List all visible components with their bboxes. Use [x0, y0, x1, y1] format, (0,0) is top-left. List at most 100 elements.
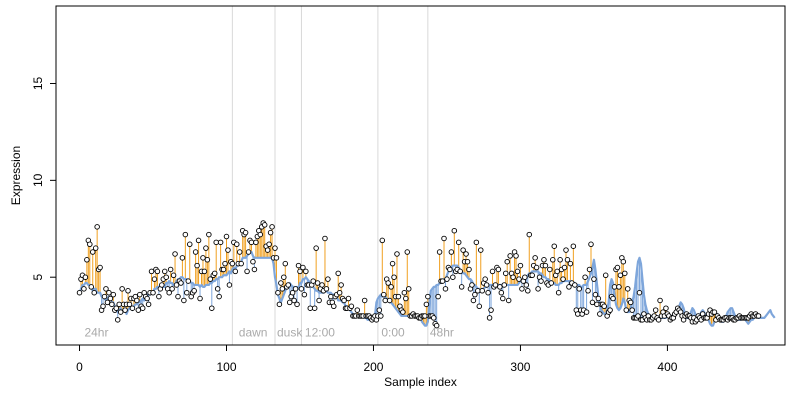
- data-point: [195, 237, 202, 244]
- data-point: [388, 284, 394, 290]
- data-point: [591, 276, 597, 282]
- data-point: [510, 274, 516, 280]
- data-point: [655, 317, 662, 323]
- phase-annotations: 24hr dawn dusk 12:00 0:00 48hr: [84, 325, 453, 339]
- data-point: [192, 249, 199, 255]
- data-point: [525, 288, 531, 294]
- data-point: [150, 289, 156, 296]
- phase-label: 48hr: [430, 325, 454, 339]
- data-point: [564, 257, 571, 263]
- data-point: [455, 239, 462, 246]
- data-point: [458, 284, 465, 290]
- data-point: [597, 311, 603, 317]
- data-point: [303, 268, 309, 275]
- data-point: [486, 315, 493, 321]
- data-point: [139, 305, 146, 311]
- data-point: [106, 289, 112, 296]
- data-point: [217, 239, 224, 246]
- data-point: [386, 297, 393, 304]
- data-point: [311, 305, 318, 311]
- data-point: [636, 289, 643, 296]
- data-point: [607, 307, 613, 313]
- data-point: [285, 282, 291, 288]
- data-point: [379, 237, 386, 244]
- data-point: [214, 286, 221, 292]
- data-point: [325, 276, 331, 282]
- data-point: [234, 241, 240, 248]
- data-point: [289, 289, 296, 296]
- data-point: [159, 282, 165, 288]
- data-point: [594, 301, 600, 308]
- data-point: [97, 264, 103, 271]
- data-point: [482, 276, 488, 282]
- data-point: [269, 224, 275, 230]
- data-point: [514, 268, 521, 275]
- x-tick-label: 300: [510, 360, 530, 374]
- data-point: [555, 289, 562, 296]
- data-point: [589, 299, 596, 306]
- data-point: [620, 258, 627, 265]
- y-tick-label: 15: [31, 76, 45, 90]
- data-point: [611, 284, 618, 290]
- data-point: [209, 305, 215, 311]
- data-point: [156, 293, 162, 300]
- data-point: [109, 301, 115, 308]
- data-point: [182, 231, 189, 238]
- data-point: [129, 305, 136, 311]
- data-point: [376, 307, 383, 313]
- data-point: [229, 260, 236, 267]
- data-point: [91, 289, 97, 296]
- data-point: [483, 282, 490, 288]
- data-point: [135, 307, 142, 313]
- data-point: [194, 262, 200, 269]
- data-point: [203, 245, 209, 251]
- data-point: [238, 260, 244, 267]
- data-point: [542, 262, 549, 269]
- data-point: [173, 282, 180, 288]
- data-point: [535, 286, 541, 292]
- phase-label: 24hr: [84, 325, 108, 339]
- data-point: [116, 301, 122, 308]
- data-point: [328, 293, 334, 300]
- data-point: [489, 268, 496, 275]
- data-point: [551, 243, 557, 249]
- data-point: [107, 295, 114, 302]
- data-point: [616, 284, 622, 290]
- data-point: [207, 276, 214, 282]
- data-point: [101, 293, 108, 300]
- data-point: [361, 297, 368, 304]
- data-point: [172, 251, 178, 257]
- data-point: [295, 262, 302, 269]
- data-point: [114, 317, 121, 323]
- data-point: [250, 258, 256, 265]
- data-point: [554, 268, 560, 275]
- data-point: [436, 249, 443, 255]
- data-point: [423, 301, 430, 308]
- data-point: [441, 235, 447, 242]
- data-point: [253, 239, 259, 246]
- data-point: [391, 274, 397, 280]
- data-point: [617, 272, 624, 279]
- data-point: [478, 247, 484, 253]
- data-point: [298, 286, 305, 292]
- data-point: [563, 247, 569, 253]
- data-point: [181, 297, 187, 304]
- data-point: [425, 293, 431, 300]
- data-point: [225, 247, 231, 253]
- data-point: [567, 260, 574, 267]
- data-point: [547, 266, 553, 273]
- data-point: [169, 286, 175, 292]
- data-point: [464, 258, 471, 265]
- data-point: [200, 255, 206, 261]
- data-point: [100, 303, 106, 310]
- data-point: [623, 307, 630, 313]
- data-point: [755, 313, 762, 319]
- data-point: [601, 303, 607, 310]
- data-point: [354, 307, 361, 313]
- data-point: [476, 303, 483, 310]
- data-point: [151, 276, 158, 282]
- data-point: [513, 253, 519, 259]
- data-point: [204, 257, 211, 263]
- data-point: [395, 293, 402, 300]
